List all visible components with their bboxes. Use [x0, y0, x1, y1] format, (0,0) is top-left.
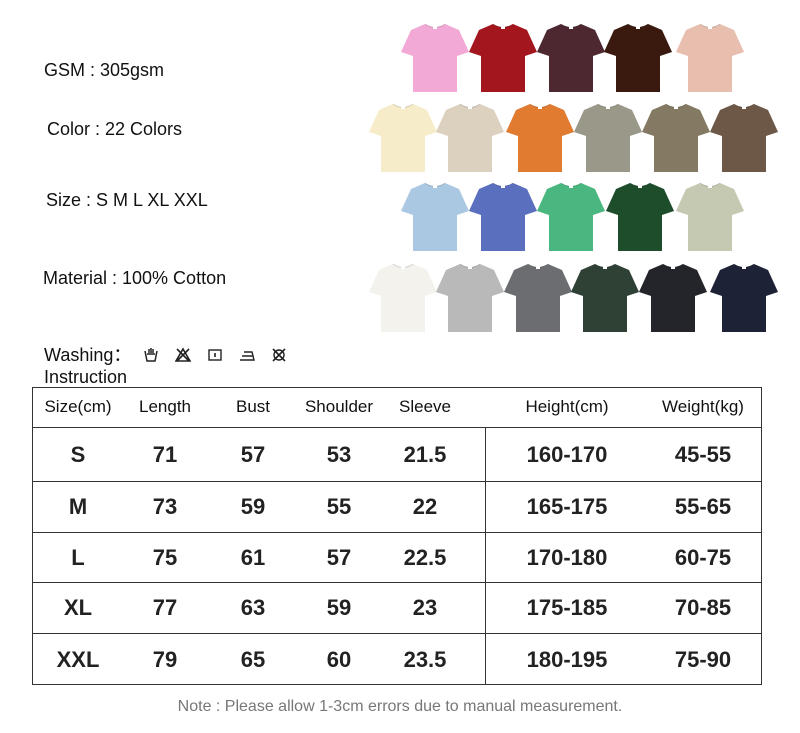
tshirt-swatch — [571, 262, 639, 334]
table-cell: XL — [63, 595, 93, 620]
header-cell: Length — [139, 397, 191, 416]
tshirt-swatch — [506, 102, 574, 174]
tshirt-swatch — [401, 181, 469, 253]
tshirt-swatch — [401, 22, 469, 94]
table-cell: 59 — [240, 494, 266, 519]
measurement-note: Note : Please allow 1-3cm errors due to … — [177, 698, 623, 715]
table-row: XL 77 63 59 23 175-185 70-85 — [33, 583, 761, 634]
tshirt-swatch — [436, 102, 504, 174]
table-cell: 55 — [326, 494, 352, 519]
tshirt-swatch — [710, 262, 778, 334]
table-cell: 165-175 — [526, 494, 608, 519]
tshirt-swatch — [436, 262, 504, 334]
table-cell: 170-180 — [526, 544, 608, 570]
header-cell: Shoulder — [304, 397, 374, 416]
table-cell: 45-55 — [674, 441, 732, 467]
table-cell: 21.5 — [403, 441, 447, 467]
table-cell: 79 — [152, 646, 178, 672]
tshirt-swatch — [676, 181, 744, 253]
table-cell: 63 — [240, 595, 266, 620]
tshirt-swatch — [537, 22, 605, 94]
table-cell: 59 — [326, 595, 352, 620]
table-cell: 23 — [412, 595, 438, 620]
table-cell: 22.5 — [403, 544, 447, 570]
do-not-bleach-icon — [175, 347, 191, 362]
table-cell: 77 — [152, 595, 178, 620]
table-cell: 53 — [326, 441, 352, 467]
table-cell: M — [68, 494, 88, 519]
washing-label: Washing： Instruction — [44, 344, 131, 388]
table-header: Size(cm) Length Bust Shoulder Sleeve Height(c… — [33, 388, 761, 428]
tshirt-swatch — [369, 102, 437, 174]
tshirt-swatch — [639, 262, 707, 334]
header-cell: Size(cm) — [44, 397, 112, 416]
tshirt-swatch — [504, 262, 572, 334]
table-cell: 57 — [326, 544, 352, 570]
tshirt-swatch — [606, 181, 674, 253]
table-row: M 73 59 55 22 165-175 55-65 — [33, 482, 761, 533]
table-cell: 73 — [152, 494, 178, 519]
tshirt-swatch — [469, 22, 537, 94]
header-cell: Sleeve — [399, 397, 451, 416]
spec-material: Material : 100% Cotton — [43, 268, 227, 288]
table-cell: 65 — [240, 646, 266, 672]
tshirt-swatch — [469, 181, 537, 253]
table-cell: 75 — [152, 544, 178, 570]
tshirt-swatch — [369, 262, 437, 334]
table-cell: 60 — [326, 646, 352, 672]
tshirt-swatch — [676, 22, 744, 94]
table-cell: 160-170 — [526, 441, 608, 467]
header-cell: Weight(kg) — [662, 397, 744, 416]
tshirt-swatch — [574, 102, 642, 174]
washing-label-line2: Instruction — [44, 367, 128, 387]
table-row: XXL 79 65 60 23.5 180-195 75-90 — [33, 634, 761, 685]
iron-icon — [240, 351, 255, 361]
table-cell: 22 — [412, 494, 438, 519]
table-cell: XXL — [56, 646, 100, 672]
size-table: Size(cm) Length Bust Shoulder Sleeve Height(c… — [32, 387, 762, 685]
table-cell: 55-65 — [674, 494, 732, 519]
tshirt-swatch — [710, 102, 778, 174]
washing-icons — [143, 347, 287, 363]
washing-label-line1: Washing： — [44, 345, 132, 365]
table-cell: L — [71, 544, 85, 570]
table-cell: 70-85 — [674, 595, 732, 620]
table-cell: 175-185 — [526, 595, 608, 620]
table-row: S 71 57 53 21.5 160-170 45-55 — [33, 428, 761, 482]
table-cell: 75-90 — [674, 646, 732, 672]
tshirt-swatch — [604, 22, 672, 94]
header-cell: Height(cm) — [525, 397, 609, 416]
spec-size: Size : S M L XL XXL — [46, 190, 208, 210]
spec-gsm: GSM : 305gsm — [44, 60, 165, 80]
tshirt-swatch — [537, 181, 605, 253]
hand-wash-icon — [144, 348, 158, 362]
column-divider — [485, 428, 486, 684]
table-cell: 60-75 — [674, 544, 732, 570]
table-cell: 57 — [240, 441, 266, 467]
table-cell: 180-195 — [526, 646, 608, 672]
spec-color: Color : 22 Colors — [47, 119, 183, 139]
header-cell: Bust — [235, 397, 271, 416]
table-row: L 75 61 57 22.5 170-180 60-75 — [33, 533, 761, 583]
tumble-dry-icon — [208, 349, 222, 361]
table-cell: 61 — [240, 544, 266, 570]
table-cell: 23.5 — [403, 646, 447, 672]
do-not-dry-clean-icon — [272, 348, 286, 362]
table-cell: S — [70, 441, 86, 467]
table-cell: 71 — [152, 441, 178, 467]
tshirt-swatch — [642, 102, 710, 174]
